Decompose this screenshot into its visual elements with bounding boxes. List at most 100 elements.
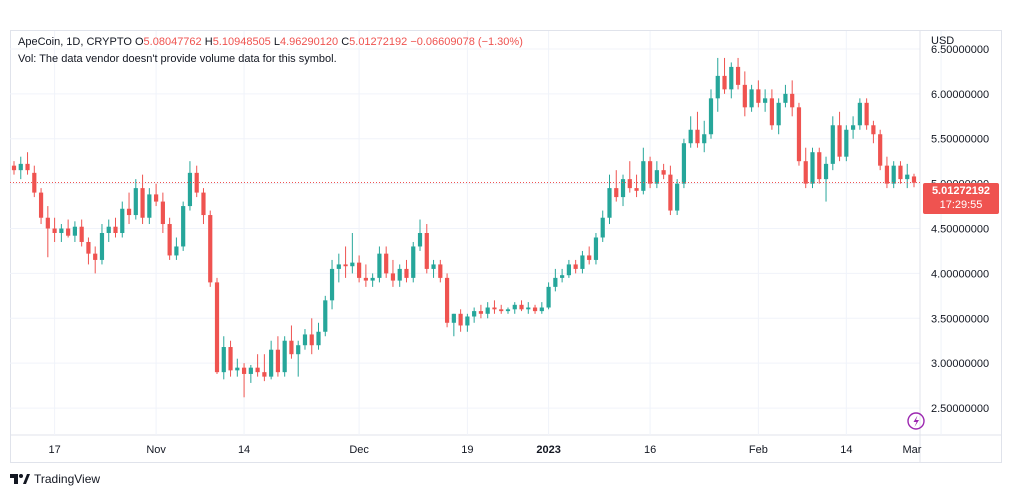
candle [214, 277, 220, 374]
candle-body [357, 262, 362, 278]
candle [289, 325, 294, 359]
candle [228, 340, 233, 377]
candle-body [763, 98, 768, 103]
candle [681, 138, 687, 189]
lightning-icon[interactable] [907, 412, 925, 430]
candle [620, 174, 626, 207]
x-tick-label: 2023 [536, 444, 560, 456]
candle [329, 259, 335, 310]
candle [735, 57, 741, 90]
candle [133, 179, 138, 220]
candle [154, 183, 159, 207]
candle-body [214, 282, 220, 373]
y-tick-label: 6.50000000 [931, 44, 989, 56]
ohlc-legend: ApeCoin, 1D, CRYPTO O5.08047762 H5.10948… [18, 36, 523, 48]
candle-body [661, 170, 666, 175]
candle-body [255, 367, 260, 373]
candle-body [316, 331, 321, 346]
candle [573, 259, 578, 274]
candle-body [11, 165, 17, 171]
candle [208, 210, 213, 287]
candle [465, 313, 470, 332]
candle [221, 336, 226, 380]
x-tick-label: 19 [461, 444, 473, 456]
price-axis[interactable]: 6.500000006.000000005.500000005.00000000… [919, 30, 989, 463]
candle [898, 161, 903, 184]
candle-body [911, 176, 917, 183]
candle-body [857, 102, 862, 126]
candle [275, 336, 281, 377]
candle [803, 147, 808, 189]
candle-body [167, 224, 172, 256]
candle-body [154, 194, 159, 202]
footer[interactable]: TradingView [10, 472, 100, 486]
candle [255, 354, 260, 377]
candle [370, 273, 375, 287]
volume-note: Vol: The data vendor doesn't provide vol… [18, 53, 337, 65]
candle-body [681, 143, 687, 184]
y-tick-label: 2.50000000 [931, 403, 989, 415]
candle [891, 161, 896, 189]
candle-body [329, 268, 335, 301]
candle [729, 62, 734, 99]
candle-body [72, 226, 77, 236]
candle-body [735, 66, 741, 85]
symbol-label[interactable]: ApeCoin, 1D, CRYPTO [18, 36, 132, 48]
candle [309, 318, 314, 355]
candle-body [93, 253, 98, 260]
candle-body [38, 192, 44, 218]
y-tick-label: 3.00000000 [931, 358, 989, 370]
candle [817, 147, 822, 184]
candle [715, 57, 720, 112]
candle [580, 250, 585, 274]
candle-body [241, 367, 247, 374]
candle-body [587, 255, 592, 260]
candle-body [289, 340, 294, 355]
candle-body [546, 286, 551, 308]
x-tick-label: Nov [146, 444, 166, 456]
candle [587, 246, 592, 265]
candle-body [532, 307, 538, 312]
currency-label[interactable]: USD [931, 35, 955, 47]
candle-body [384, 253, 389, 274]
candle-body [323, 300, 328, 332]
candle [661, 163, 666, 180]
candle [790, 80, 795, 117]
candle-body [783, 93, 788, 103]
candle [499, 304, 504, 314]
candle [262, 354, 267, 382]
low-value: 4.96290120 [280, 36, 339, 48]
candle [851, 116, 856, 139]
candle-body [309, 334, 314, 346]
candle [614, 170, 619, 202]
time-axis[interactable]: 17 Nov 14 Dec 19 2023 16 Feb 14 Mar [48, 444, 921, 456]
low-label: L [273, 36, 280, 48]
candle-body [438, 264, 443, 278]
candle-body [776, 102, 781, 126]
candle-body [404, 268, 409, 278]
candle-body [113, 226, 118, 233]
candle [390, 259, 396, 287]
candle [66, 219, 71, 238]
candle-body [823, 163, 829, 180]
candle [702, 120, 707, 153]
candle [763, 89, 768, 112]
candle [708, 89, 714, 139]
y-tick-label: 3.50000000 [931, 313, 989, 325]
candle-body [647, 161, 653, 184]
candle [634, 174, 639, 198]
candle [783, 84, 788, 108]
candle [194, 165, 199, 198]
candle [147, 188, 152, 225]
candle [641, 147, 646, 195]
candle-body [817, 152, 822, 180]
candle [411, 241, 416, 283]
candle [99, 224, 105, 265]
candle [492, 300, 497, 314]
countdown-timer: 17:29:55 [939, 199, 983, 211]
candle-body [742, 84, 747, 108]
candle [627, 161, 632, 193]
candle [336, 253, 341, 283]
x-tick-label: 14 [238, 444, 250, 456]
